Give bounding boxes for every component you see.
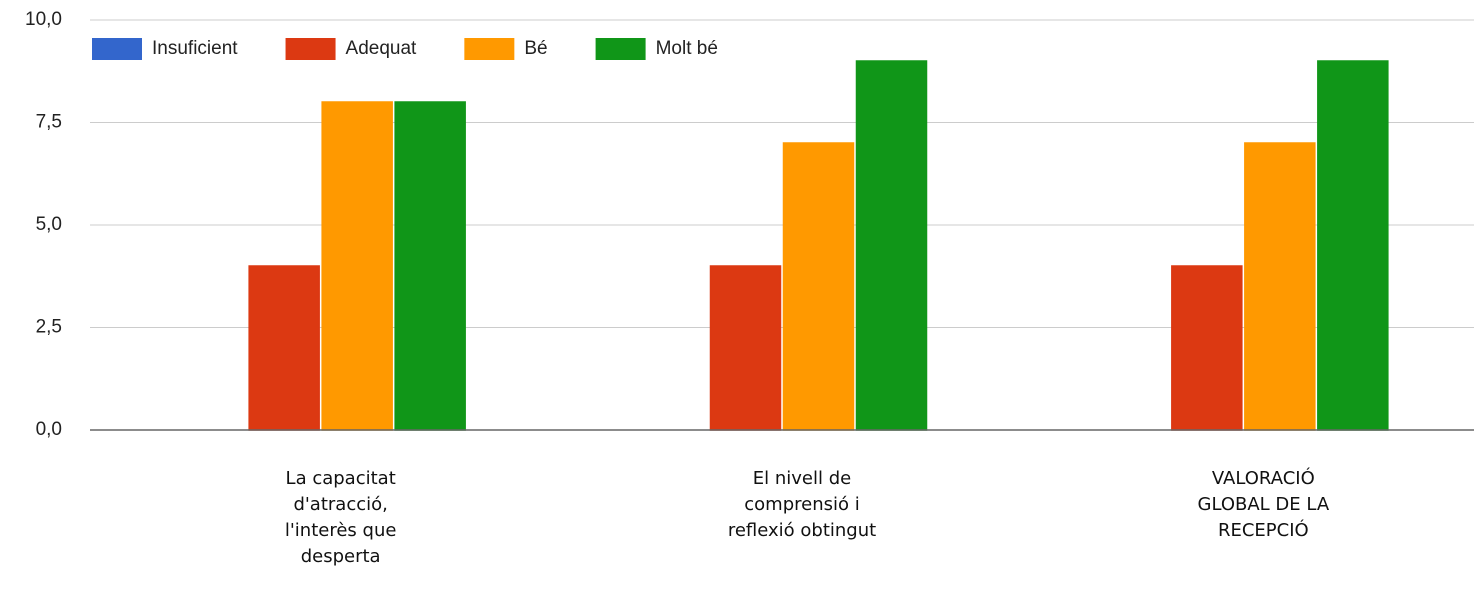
- bar: [394, 101, 466, 431]
- x-tick-label: VALORACIÓ GLOBAL DE LA RECEPCIÓ: [1197, 468, 1330, 541]
- legend-swatch: [464, 38, 515, 60]
- legend-swatch: [92, 38, 142, 60]
- bar: [321, 101, 393, 431]
- y-tick-label: 0,0: [36, 419, 62, 440]
- y-tick-label: 10,0: [25, 9, 62, 30]
- legend-swatch: [595, 38, 646, 60]
- bar: [1171, 265, 1243, 431]
- legend-label: Molt bé: [656, 38, 718, 59]
- y-tick-label: 5,0: [36, 214, 62, 235]
- bar: [855, 60, 928, 431]
- x-tick-label: La capacitat d'atracció, l'interès que d…: [284, 468, 397, 567]
- bar: [248, 265, 320, 431]
- y-tick-label: 7,5: [36, 112, 62, 133]
- y-tick-label: 2,5: [36, 317, 62, 338]
- x-tick-label: El nivell de comprensió i reflexió obtin…: [727, 468, 877, 541]
- bar: [709, 265, 782, 431]
- bar: [1317, 60, 1389, 431]
- legend-label: Bé: [524, 38, 547, 59]
- bar: [1244, 142, 1316, 431]
- legend-label: Insuficient: [152, 38, 238, 59]
- legend-swatch: [285, 38, 336, 60]
- legend-label: Adequat: [346, 38, 418, 59]
- bar: [782, 142, 855, 431]
